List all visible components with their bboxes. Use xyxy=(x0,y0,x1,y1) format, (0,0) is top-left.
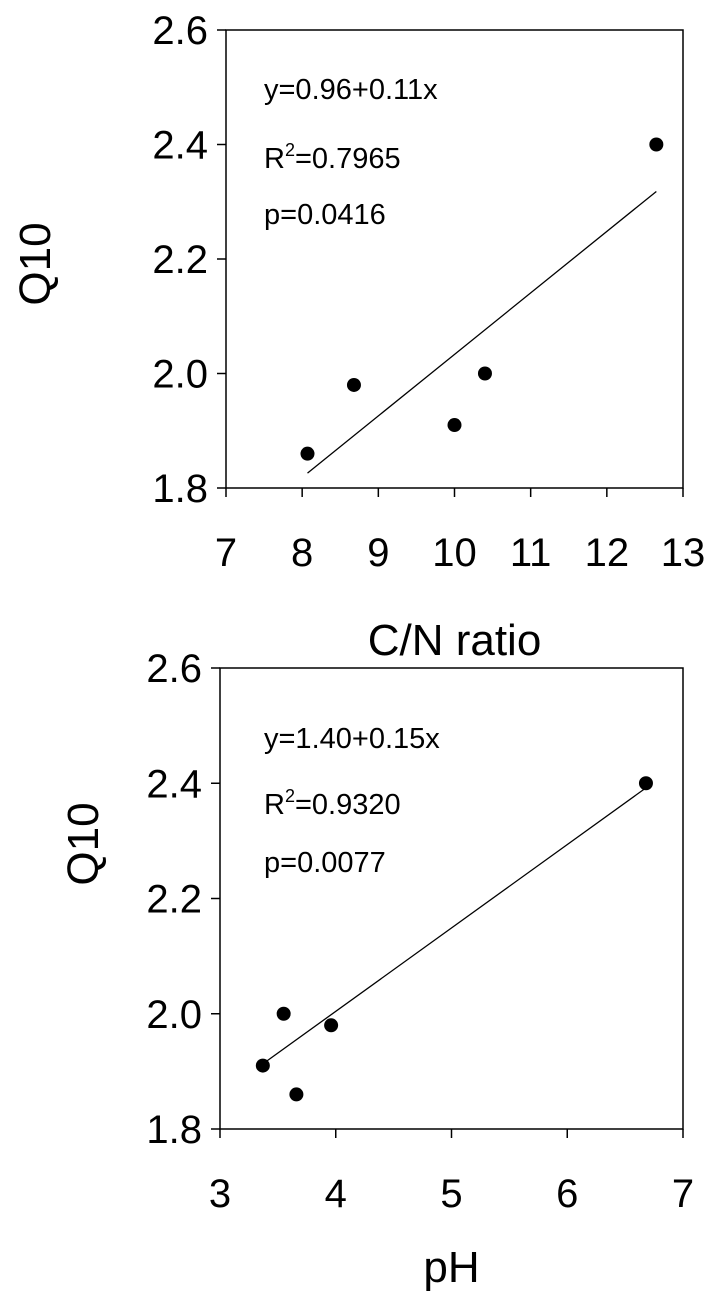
y-tick-label: 2.2 xyxy=(146,878,202,922)
data-point xyxy=(638,776,653,791)
y-tick-label: 2.2 xyxy=(152,238,208,282)
y-tick-label: 1.8 xyxy=(146,1108,202,1152)
x-tick-label: 5 xyxy=(440,1172,462,1216)
x-tick-label: 8 xyxy=(291,531,313,575)
r-squared-prefix: R xyxy=(264,143,285,175)
r-squared-value: =0.9320 xyxy=(295,789,401,821)
x-tick-label: 13 xyxy=(661,531,706,575)
data-point xyxy=(649,137,664,152)
y-axis-title: Q10 xyxy=(11,222,60,305)
y-tick-label: 2.0 xyxy=(152,353,208,397)
data-point xyxy=(447,418,462,433)
x-tick-label: 7 xyxy=(215,531,237,575)
y-axis-title: Q10 xyxy=(59,802,108,885)
x-tick-label: 6 xyxy=(556,1172,578,1216)
regression-line xyxy=(307,190,657,474)
x-axis-title: C/N ratio xyxy=(368,616,542,665)
r-squared-prefix: R xyxy=(264,789,285,821)
data-point xyxy=(255,1058,270,1073)
data-point xyxy=(289,1087,304,1102)
y-tick-label: 2.4 xyxy=(152,124,208,168)
p-value-annotation: p=0.0077 xyxy=(264,847,386,879)
x-tick-label: 3 xyxy=(209,1172,231,1216)
x-tick-label: 7 xyxy=(672,1172,694,1216)
y-tick-label: 1.8 xyxy=(152,467,208,511)
data-point xyxy=(324,1018,339,1033)
r-squared-value: =0.7965 xyxy=(295,143,401,175)
data-point xyxy=(300,446,315,461)
data-point xyxy=(276,1006,291,1021)
x-axis-title: pH xyxy=(423,1243,479,1292)
y-tick-label: 2.4 xyxy=(146,762,202,806)
x-tick-label: 4 xyxy=(325,1172,347,1216)
equation-annotation: y=0.96+0.11x xyxy=(264,74,438,106)
y-tick-label: 2.0 xyxy=(146,993,202,1037)
x-tick-label: 11 xyxy=(510,531,552,575)
regression-line xyxy=(262,787,647,1065)
y-tick-label: 2.6 xyxy=(146,647,202,691)
x-tick-label: 10 xyxy=(432,531,477,575)
y-tick-label: 2.6 xyxy=(152,9,208,53)
x-tick-label: 12 xyxy=(585,531,630,575)
data-point xyxy=(477,366,492,381)
panel-ph: 1.8 2.0 2.2 2.4 2.6 3 4 5 6 7 pH Q10 y=1.40+0.15x R2=… xyxy=(59,647,694,1292)
r-squared-annotation: R2=0.7965 xyxy=(264,140,401,175)
p-value-annotation: p=0.0416 xyxy=(264,199,386,231)
panel-cn-ratio: 1.8 2.0 2.2 2.4 2.6 7 8 9 10 11 12 13 C/N ratio Q10 y=… xyxy=(11,9,705,665)
r-squared-annotation: R2=0.9320 xyxy=(264,786,401,821)
r-squared-superscript: 2 xyxy=(285,140,295,160)
data-point xyxy=(346,377,361,392)
r-squared-superscript: 2 xyxy=(285,786,295,806)
x-tick-label: 9 xyxy=(367,531,389,575)
equation-annotation: y=1.40+0.15x xyxy=(264,723,440,755)
